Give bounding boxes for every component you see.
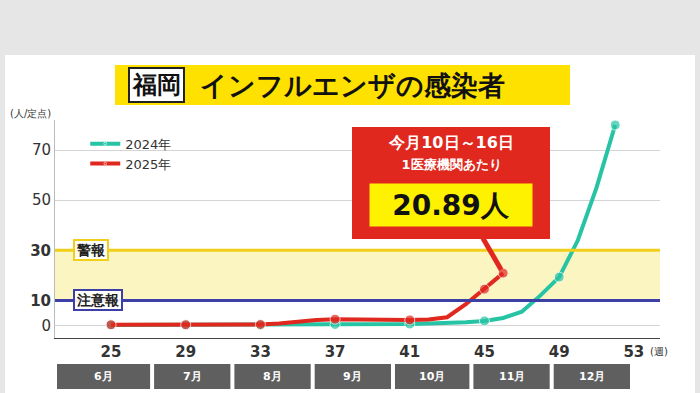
svg-text:2025年: 2025年 (125, 157, 171, 172)
svg-text:2024年: 2024年 (125, 137, 171, 152)
svg-text:(週): (週) (650, 346, 668, 357)
svg-text:10月: 10月 (419, 370, 445, 383)
svg-text:(人/定点): (人/定点) (10, 108, 51, 119)
svg-text:30: 30 (30, 242, 51, 260)
svg-text:6月: 6月 (94, 370, 113, 383)
svg-text:29: 29 (175, 343, 196, 361)
svg-text:福岡: 福岡 (132, 71, 181, 99)
svg-text:41: 41 (399, 343, 420, 361)
svg-text:49: 49 (549, 343, 570, 361)
svg-text:20.89人: 20.89人 (392, 189, 510, 222)
svg-text:今月10日～16日1医療機関あたり: 今月10日～16日1医療機関あたり (388, 133, 514, 172)
svg-text:37: 37 (325, 343, 346, 361)
svg-text:インフルエンザの感染者: インフルエンザの感染者 (200, 70, 505, 101)
svg-text:11月: 11月 (499, 370, 525, 383)
svg-text:警報: 警報 (76, 242, 106, 258)
svg-text:12月: 12月 (579, 370, 605, 383)
svg-text:7月: 7月 (183, 370, 202, 383)
svg-text:9月: 9月 (343, 370, 362, 383)
svg-text:25: 25 (101, 343, 122, 361)
svg-text:8月: 8月 (263, 370, 282, 383)
svg-text:53: 53 (623, 343, 644, 361)
svg-text:注意報: 注意報 (76, 292, 120, 308)
svg-text:10: 10 (30, 292, 51, 310)
svg-text:50: 50 (32, 191, 51, 209)
svg-text:45: 45 (474, 343, 495, 361)
svg-text:70: 70 (32, 141, 51, 159)
svg-text:0: 0 (41, 317, 51, 335)
svg-text:33: 33 (250, 343, 271, 361)
